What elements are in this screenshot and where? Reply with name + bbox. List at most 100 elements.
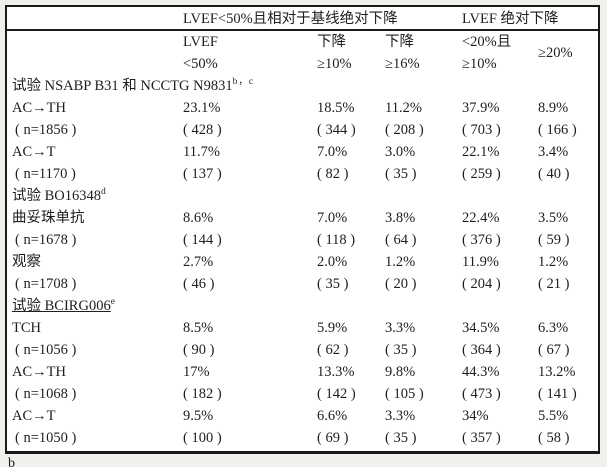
trial-section-row: 试验 NSABP B31 和 NCCTG N9831b，c <box>7 75 598 97</box>
count-cell: ( 62 ) <box>317 342 349 358</box>
regimen-value-row: TCH 8.5% 5.9% 3.3% 34.5% 6.3% <box>7 317 598 339</box>
value-cell: 37.9% <box>462 100 500 116</box>
regimen-count-row: ( n=1068 ) ( 182 ) ( 142 ) ( 105 ) ( 473 ) ( … <box>7 383 598 405</box>
regimen-count-row: ( n=1708 ) ( 46 ) ( 35 ) ( 20 ) ( 204 ) ( 21 … <box>7 273 598 295</box>
regimen-label: AC→TH <box>12 364 66 380</box>
regimen-value-row: AC→TH 17% 13.3% 9.8% 44.3% 13.2% <box>7 361 598 383</box>
trial-section-title: 试验 BO16348 <box>12 188 102 204</box>
value-cell: 3.8% <box>385 210 416 226</box>
value-cell: 13.3% <box>317 364 355 380</box>
value-cell: 9.5% <box>183 408 214 424</box>
count-cell: ( 259 ) <box>462 166 501 182</box>
value-cell: 8.5% <box>183 320 214 336</box>
regimen-n-label: ( n=1856 ) <box>15 122 77 138</box>
regimen-count-row: ( n=1056 ) ( 90 ) ( 62 ) ( 35 ) ( 364 ) ( 67 … <box>7 339 598 361</box>
column-header-row: LVEF <50% 下降 ≥10% 下降 ≥16% <20%且 ≥10% ≥20… <box>7 31 598 75</box>
count-cell: ( 35 ) <box>385 430 417 446</box>
value-cell: 22.4% <box>462 210 500 226</box>
value-cell: 11.7% <box>183 144 220 160</box>
value-cell: 7.0% <box>317 210 348 226</box>
value-cell: 5.9% <box>317 320 348 336</box>
value-cell: 34.5% <box>462 320 500 336</box>
count-cell: ( 40 ) <box>538 166 570 182</box>
count-cell: ( 137 ) <box>183 166 222 182</box>
count-cell: ( 105 ) <box>385 386 424 402</box>
trial-section-title: 试验 NSABP B31 和 NCCTG N9831 <box>12 78 233 94</box>
count-cell: ( 90 ) <box>183 342 215 358</box>
value-cell: 22.1% <box>462 144 500 160</box>
count-cell: ( 344 ) <box>317 122 356 138</box>
count-cell: ( 100 ) <box>183 430 222 446</box>
value-cell: 17% <box>183 364 210 380</box>
regimen-value-row: AC→TH 23.1% 18.5% 11.2% 37.9% 8.9% <box>7 97 598 119</box>
count-cell: ( 69 ) <box>317 430 349 446</box>
value-cell: 5.5% <box>538 408 569 424</box>
count-cell: ( 703 ) <box>462 122 501 138</box>
count-cell: ( 166 ) <box>538 122 577 138</box>
column-header-lvef-lt50: LVEF <50% <box>183 34 218 72</box>
regimen-n-label: ( n=1708 ) <box>15 276 77 292</box>
count-cell: ( 118 ) <box>317 232 356 248</box>
value-cell: 3.5% <box>538 210 569 226</box>
regimen-count-row: ( n=1170 ) ( 137 ) ( 82 ) ( 35 ) ( 259 ) ( 40… <box>7 163 598 185</box>
trial-section-title: 试验 BCIRG006 <box>12 298 111 314</box>
value-cell: 18.5% <box>317 100 355 116</box>
count-cell: ( 141 ) <box>538 386 577 402</box>
trial-section-title-cell: 试验 NSABP B31 和 NCCTG N9831b，c <box>12 75 598 97</box>
count-cell: ( 21 ) <box>538 276 570 292</box>
column-header-spacer <box>12 31 183 75</box>
column-header-decline-ge10: 下降 ≥10% <box>317 34 352 72</box>
regimen-label: 观察 <box>12 254 41 270</box>
count-cell: ( 46 ) <box>183 276 215 292</box>
value-cell: 3.4% <box>538 144 569 160</box>
count-cell: ( 67 ) <box>538 342 570 358</box>
value-cell: 3.3% <box>385 320 416 336</box>
value-cell: 7.0% <box>317 144 348 160</box>
regimen-label: AC→T <box>12 408 56 424</box>
trial-section-row: 试验 BCIRG006e <box>7 295 598 317</box>
value-cell: 9.8% <box>385 364 416 380</box>
value-cell: 8.6% <box>183 210 214 226</box>
regimen-n-label: ( n=1068 ) <box>15 386 77 402</box>
value-cell: 6.6% <box>317 408 348 424</box>
value-cell: 6.3% <box>538 320 569 336</box>
regimen-n-label: ( n=1678 ) <box>15 232 77 248</box>
trial-section-superscript: b，c <box>232 77 255 88</box>
regimen-n-label: ( n=1170 ) <box>15 166 76 182</box>
column-header-decline-ge16: 下降 ≥16% <box>385 34 420 72</box>
header-group-absolute-decline: LVEF 绝对下降 <box>462 11 559 27</box>
count-cell: ( 35 ) <box>385 166 417 182</box>
value-cell: 11.2% <box>385 100 422 116</box>
count-cell: ( 142 ) <box>317 386 356 402</box>
count-cell: ( 64 ) <box>385 232 417 248</box>
regimen-count-row: ( n=1678 ) ( 144 ) ( 118 ) ( 64 ) ( 376 ) ( 5… <box>7 229 598 251</box>
trial-section-superscript: d <box>101 187 107 198</box>
regimen-count-row: ( n=1050 ) ( 100 ) ( 69 ) ( 35 ) ( 357 ) ( 58… <box>7 427 598 449</box>
value-cell: 8.9% <box>538 100 569 116</box>
header-group-relative-decline: LVEF<50%且相对于基线绝对下降 <box>183 11 398 27</box>
regimen-value-row: 观察 2.7% 2.0% 1.2% 11.9% 1.2% <box>7 251 598 273</box>
regimen-label: AC→T <box>12 144 56 160</box>
count-cell: ( 35 ) <box>317 276 349 292</box>
value-cell: 13.2% <box>538 364 576 380</box>
count-cell: ( 376 ) <box>462 232 501 248</box>
value-cell: 44.3% <box>462 364 500 380</box>
lvef-decline-table: LVEF<50%且相对于基线绝对下降 LVEF 绝对下降 LVEF <50% 下… <box>5 5 600 454</box>
value-cell: 3.0% <box>385 144 416 160</box>
regimen-value-row: AC→T 9.5% 6.6% 3.3% 34% 5.5% <box>7 405 598 427</box>
regimen-n-label: ( n=1050 ) <box>15 430 77 446</box>
value-cell: 34% <box>462 408 489 424</box>
value-cell: 2.7% <box>183 254 214 270</box>
count-cell: ( 144 ) <box>183 232 222 248</box>
count-cell: ( 204 ) <box>462 276 501 292</box>
count-cell: ( 357 ) <box>462 430 501 446</box>
header-group-spacer <box>12 7 183 31</box>
regimen-count-row: ( n=1856 ) ( 428 ) ( 344 ) ( 208 ) ( 703 ) ( … <box>7 119 598 141</box>
trial-section-title-cell: 试验 BCIRG006e <box>12 295 598 317</box>
regimen-label: AC→TH <box>12 100 66 116</box>
count-cell: ( 82 ) <box>317 166 349 182</box>
trial-section-superscript: e <box>110 297 116 308</box>
value-cell: 3.3% <box>385 408 416 424</box>
value-cell: 11.9% <box>462 254 499 270</box>
count-cell: ( 20 ) <box>385 276 417 292</box>
